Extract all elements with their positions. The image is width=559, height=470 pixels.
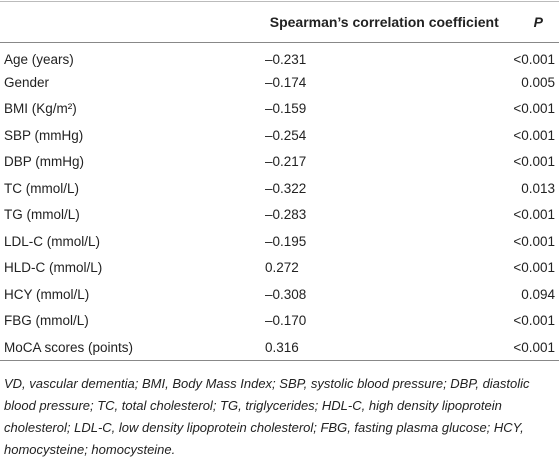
- table-row: LDL-C (mmol/L) –0.195 <0.001: [0, 228, 559, 255]
- header-empty: [0, 2, 259, 43]
- table-cell: BMI (Kg/m²): [4, 101, 77, 117]
- table-cell: <0.001: [513, 313, 555, 329]
- table-cell: –0.231: [265, 51, 307, 67]
- table-cell: 0.272: [265, 260, 299, 276]
- table-cell: HCY (mmol/L): [4, 286, 90, 302]
- table-cell: <0.001: [513, 127, 555, 143]
- footnote: VD, vascular dementia; BMI, Body Mass In…: [4, 376, 530, 457]
- table-row: SBP (mmHg) –0.254 <0.001: [0, 122, 559, 149]
- data-table: Spearman’s correlation coefficient P Age…: [0, 1, 559, 361]
- table-cell: Age (years): [4, 51, 74, 67]
- table-cell: LDL-C (mmol/L): [4, 233, 101, 249]
- table-cell: <0.001: [513, 339, 555, 355]
- table-row: TG (mmol/L) –0.283 <0.001: [0, 202, 559, 229]
- table-cell: –0.217: [265, 154, 307, 170]
- table-cell: TC (mmol/L): [4, 180, 79, 196]
- table-cell: Gender: [4, 74, 50, 90]
- table-cell: 0.005: [521, 74, 555, 90]
- table-row: HCY (mmol/L) –0.308 0.094: [0, 281, 559, 308]
- table-cell: 0.094: [521, 286, 555, 302]
- table-cell: –0.170: [265, 313, 307, 329]
- table-row: DBP (mmHg) –0.217 <0.001: [0, 149, 559, 176]
- table-row: Gender –0.174 0.005: [0, 69, 559, 96]
- table-cell: SBP (mmHg): [4, 127, 84, 143]
- table-cell: TG (mmol/L): [4, 207, 80, 223]
- table-row: FBG (mmol/L) –0.170 <0.001: [0, 308, 559, 335]
- table-cell: –0.159: [265, 101, 307, 117]
- table-cell: <0.001: [513, 207, 555, 223]
- table-cell: <0.001: [513, 233, 555, 249]
- table-cell: <0.001: [513, 260, 555, 276]
- table-cell: 0.013: [521, 180, 555, 196]
- table-cell: FBG (mmol/L): [4, 313, 89, 329]
- header-cell: Spearman’s correlation coefficient: [269, 14, 499, 30]
- table-cell: –0.195: [265, 233, 307, 249]
- table-cell: MoCA scores (points): [4, 339, 134, 355]
- table-cell: <0.001: [513, 154, 555, 170]
- table-cell: HLD-C (mmol/L): [4, 260, 103, 276]
- header-row: Spearman’s correlation coefficient P: [0, 1, 559, 43]
- table-row: TC (mmol/L) –0.322 0.013: [0, 175, 559, 202]
- table-row: MoCA scores (points) 0.316 <0.001: [0, 334, 559, 361]
- table-cell: –0.322: [265, 180, 307, 196]
- table-cell: –0.283: [265, 207, 307, 223]
- table-cell: <0.001: [513, 51, 555, 67]
- table-row: BMI (Kg/m²) –0.159 <0.001: [0, 96, 559, 123]
- table-row: HLD-C (mmol/L) 0.272 <0.001: [0, 255, 559, 282]
- table-cell: –0.308: [265, 286, 307, 302]
- table-cell: DBP (mmHg): [4, 154, 85, 170]
- table-cell: <0.001: [513, 101, 555, 117]
- table-row: Age (years) –0.231 <0.001: [0, 43, 559, 70]
- table-cell: –0.254: [265, 127, 307, 143]
- table-cell: –0.174: [265, 74, 307, 90]
- table-cell: 0.316: [265, 339, 299, 355]
- header-cell: P: [533, 14, 543, 30]
- table-body: Age (years) –0.231 <0.001 Gender –0.174 0.005…: [0, 43, 559, 361]
